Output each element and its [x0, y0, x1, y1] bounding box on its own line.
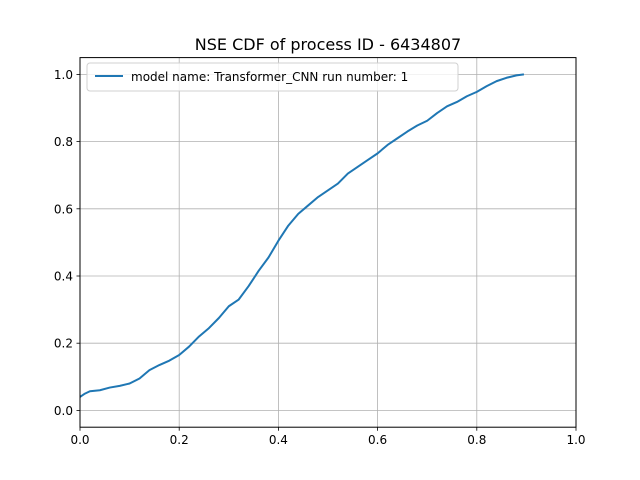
- legend-box: [86, 62, 459, 92]
- grid-lines: [79, 57, 577, 428]
- x-tick-label: 1.0: [566, 433, 585, 447]
- x-tick-label: 0.2: [170, 433, 189, 447]
- series-layer: [79, 73, 525, 398]
- x-tick-label: 0.6: [368, 433, 387, 447]
- x-tick-label: 0.4: [269, 433, 288, 447]
- legend: model name: Transformer_CNN run number: …: [86, 62, 459, 92]
- x-tick-label: 0.8: [467, 433, 486, 447]
- x-axis: 0.0 0.2 0.4 0.6 0.8 1.0: [70, 427, 586, 447]
- y-tick-label: 0.8: [54, 135, 73, 149]
- y-axis: 0.0 0.2 0.4 0.6 0.8 1.0: [54, 68, 80, 418]
- y-tick-label: 0.4: [54, 270, 73, 284]
- y-tick-label: 0.6: [54, 202, 73, 216]
- legend-label: model name: Transformer_CNN run number: …: [131, 70, 408, 84]
- x-tick-label: 0.0: [70, 433, 89, 447]
- chart-title: NSE CDF of process ID - 6434807: [195, 35, 461, 54]
- y-tick-label: 0.0: [54, 404, 73, 418]
- y-tick-label: 0.2: [54, 337, 73, 351]
- series-line: [79, 73, 525, 398]
- y-tick-label: 1.0: [54, 68, 73, 82]
- plot-frame: [79, 57, 577, 428]
